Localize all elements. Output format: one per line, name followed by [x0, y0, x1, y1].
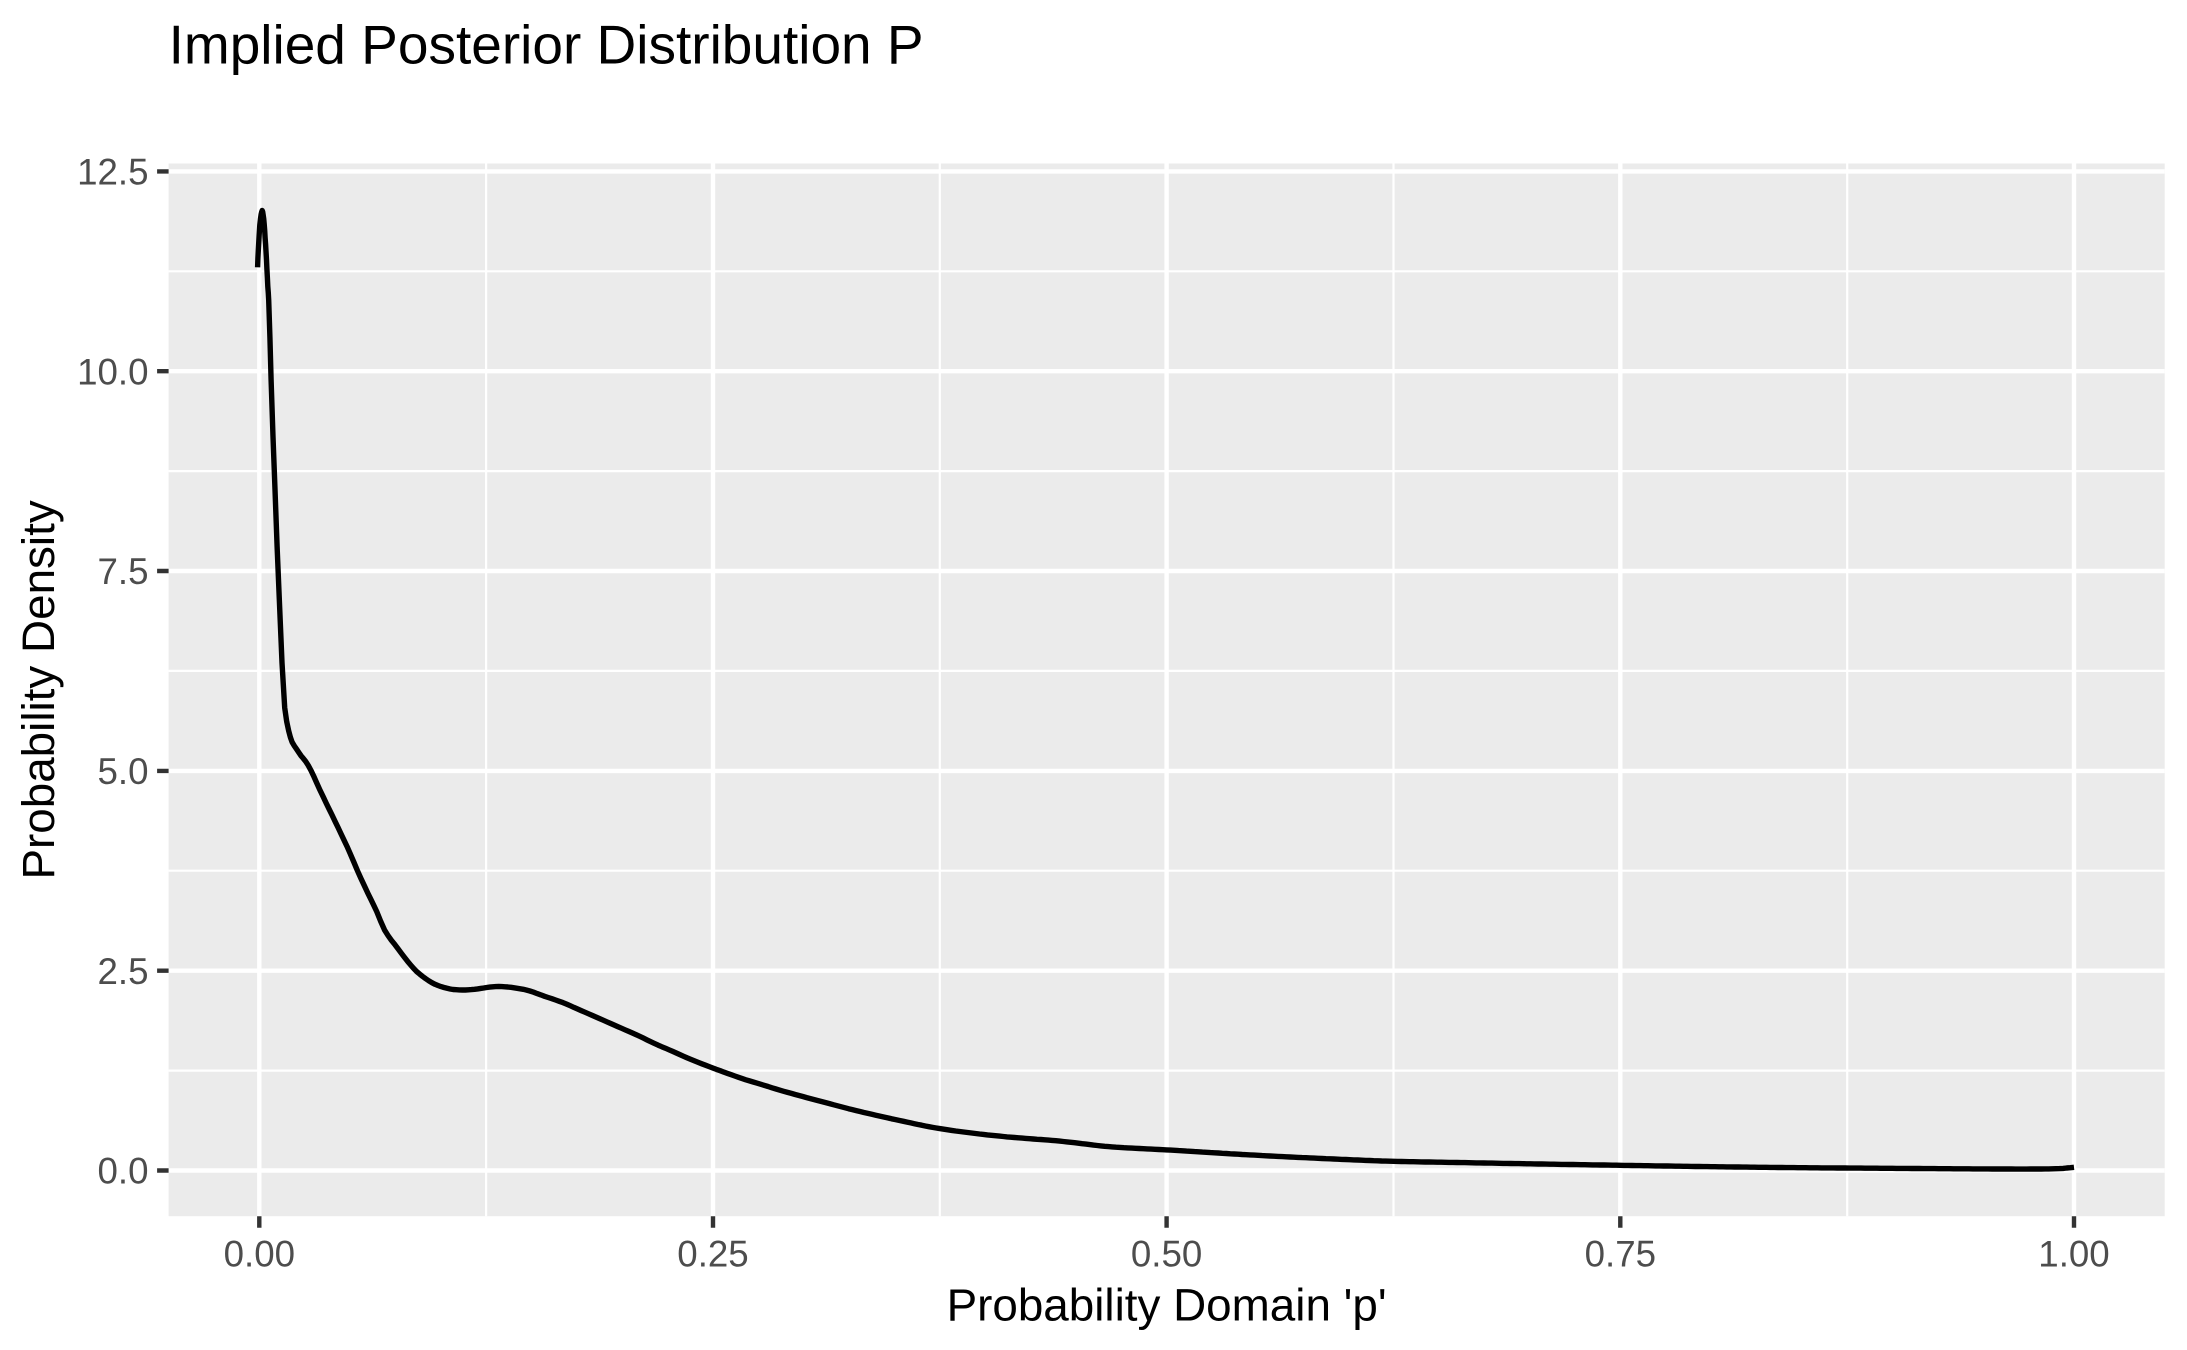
svg-text:12.5: 12.5	[77, 152, 148, 193]
svg-text:0.75: 0.75	[1585, 1234, 1656, 1275]
svg-text:7.5: 7.5	[97, 551, 148, 592]
svg-text:Implied Posterior Distribution: Implied Posterior Distribution P	[169, 14, 924, 76]
svg-text:0.50: 0.50	[1131, 1234, 1202, 1275]
svg-text:1.00: 1.00	[2038, 1234, 2109, 1275]
svg-text:2.5: 2.5	[97, 951, 148, 992]
svg-text:Probability Density: Probability Density	[13, 500, 64, 879]
svg-text:0.00: 0.00	[224, 1234, 295, 1275]
svg-text:Probability Domain 'p': Probability Domain 'p'	[947, 1280, 1387, 1331]
svg-text:5.0: 5.0	[97, 751, 148, 792]
svg-text:10.0: 10.0	[77, 351, 148, 392]
svg-text:0.25: 0.25	[677, 1234, 748, 1275]
svg-text:0.0: 0.0	[97, 1151, 148, 1192]
